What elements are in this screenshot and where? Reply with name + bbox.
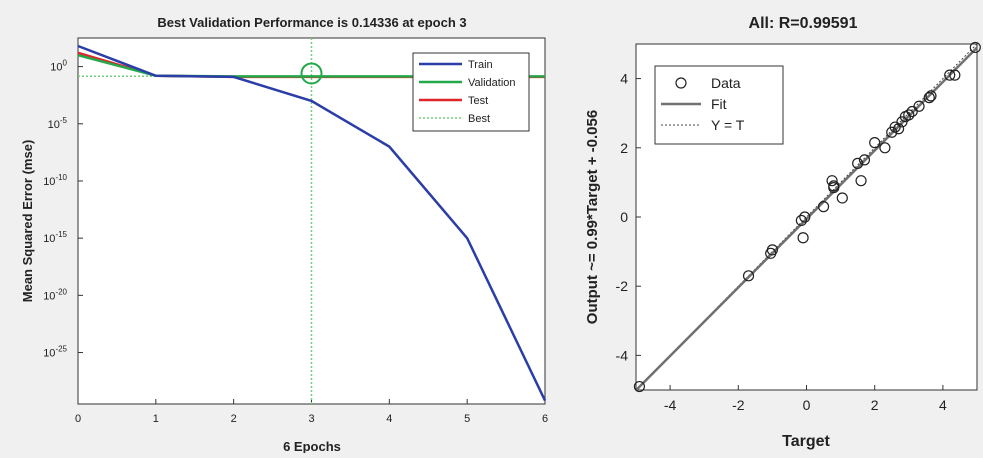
- regression-data-point: [799, 211, 811, 223]
- perf-x-tick-label: 2: [231, 413, 237, 425]
- perf-series-train: [77, 44, 547, 402]
- regression-data-point: [766, 244, 779, 256]
- regression-x-label: Target: [782, 433, 830, 450]
- regression-panel: All: R=0.99591 -4 -2 0 2 4 -4 -2 0 2 4 Target Out…: [568, 0, 983, 453]
- perf-x-tick-label: 3: [308, 413, 314, 425]
- perf-y-label: Mean Squared Error (mse): [20, 140, 35, 303]
- perf-y-tick-label: 10-10: [43, 173, 67, 188]
- regression-y-tick-label: 4: [620, 71, 628, 87]
- perf-x-label: 6 Epochs: [283, 439, 341, 453]
- perf-x-tick-label: 1: [153, 413, 159, 425]
- regression-data-point: [795, 214, 807, 227]
- regression-y-tick-label: 2: [620, 140, 628, 156]
- regression-x-tick-label: -2: [732, 397, 745, 413]
- regression-legend-label: Data: [711, 75, 741, 91]
- perf-legend-label: Validation: [468, 77, 516, 89]
- regression-title: All: R=0.99591: [749, 15, 858, 32]
- regression-x-tick-label: 0: [803, 397, 811, 413]
- regression-data-point: [855, 175, 867, 187]
- perf-y-tick-label: 100: [50, 59, 67, 74]
- regression-legend-label: Fit: [711, 96, 727, 112]
- regression-legend-box: [654, 65, 784, 145]
- regression-data-point: [817, 201, 830, 213]
- perf-legend-box: [412, 52, 530, 132]
- regression-y-tick-label: -4: [616, 347, 629, 363]
- perf-panel: Best Validation Performance is 0.14336 a…: [20, 15, 549, 454]
- perf-legend-label: Best: [468, 113, 490, 125]
- regression-y-tick-label: -2: [616, 278, 629, 294]
- regression-data-point: [858, 154, 871, 166]
- regression-y-label: Output ~= 0.99*Target + -0.056: [584, 110, 601, 324]
- perf-best-marker: [300, 62, 323, 85]
- regression-data-point: [903, 109, 915, 121]
- perf-x-tick-label: 0: [75, 413, 81, 425]
- regression-x-tick-label: 2: [871, 397, 879, 413]
- regression-data-point: [826, 175, 838, 187]
- perf-x-tick-label: 4: [386, 413, 392, 425]
- perf-y-tick-label: 10-5: [48, 116, 68, 131]
- regression-data-point: [969, 41, 981, 54]
- regression-data-point: [742, 270, 755, 282]
- regression-legend-label: Y = T: [711, 117, 745, 133]
- regression-data-point: [797, 232, 809, 244]
- regression-data-point: [879, 142, 891, 154]
- regression-data-point: [828, 180, 840, 192]
- regression-y-tick-label: 0: [620, 209, 628, 225]
- regression-data-point: [925, 90, 937, 102]
- perf-x-tick-label: 5: [464, 413, 470, 425]
- perf-legend-label: Test: [468, 95, 488, 107]
- regression-data-point: [852, 157, 864, 169]
- regression-data-point: [892, 123, 905, 135]
- perf-y-ticks: 100 10-5 10-10 10-15 10-20 10-25: [43, 59, 83, 360]
- regression-data-point: [836, 192, 848, 204]
- perf-legend-label: Train: [468, 59, 493, 71]
- perf-y-tick-label: 10-15: [43, 230, 67, 245]
- perf-y-tick-label: 10-25: [43, 345, 67, 360]
- perf-title: Best Validation Performance is 0.14336 a…: [157, 15, 466, 30]
- perf-y-tick-label: 10-20: [43, 287, 67, 302]
- regression-legend-marker: [675, 77, 687, 89]
- regression-legend: Data Fit Y = T: [654, 65, 784, 145]
- perf-legend: Train Validation Test Best: [412, 52, 530, 132]
- regression-data-point: [913, 100, 925, 112]
- regression-x-tick-label: -4: [664, 397, 677, 413]
- perf-x-tick-label: 6: [542, 413, 548, 425]
- regression-data-point: [949, 69, 961, 81]
- regression-points: [633, 41, 981, 393]
- regression-data-point: [923, 92, 935, 104]
- regression-data-point: [944, 69, 956, 81]
- regression-ticks: -4 -2 0 2 4 -4 -2 0 2 4: [616, 71, 947, 413]
- regression-data-point: [633, 380, 646, 393]
- regression-data-point: [869, 137, 881, 149]
- regression-x-tick-label: 4: [939, 397, 947, 413]
